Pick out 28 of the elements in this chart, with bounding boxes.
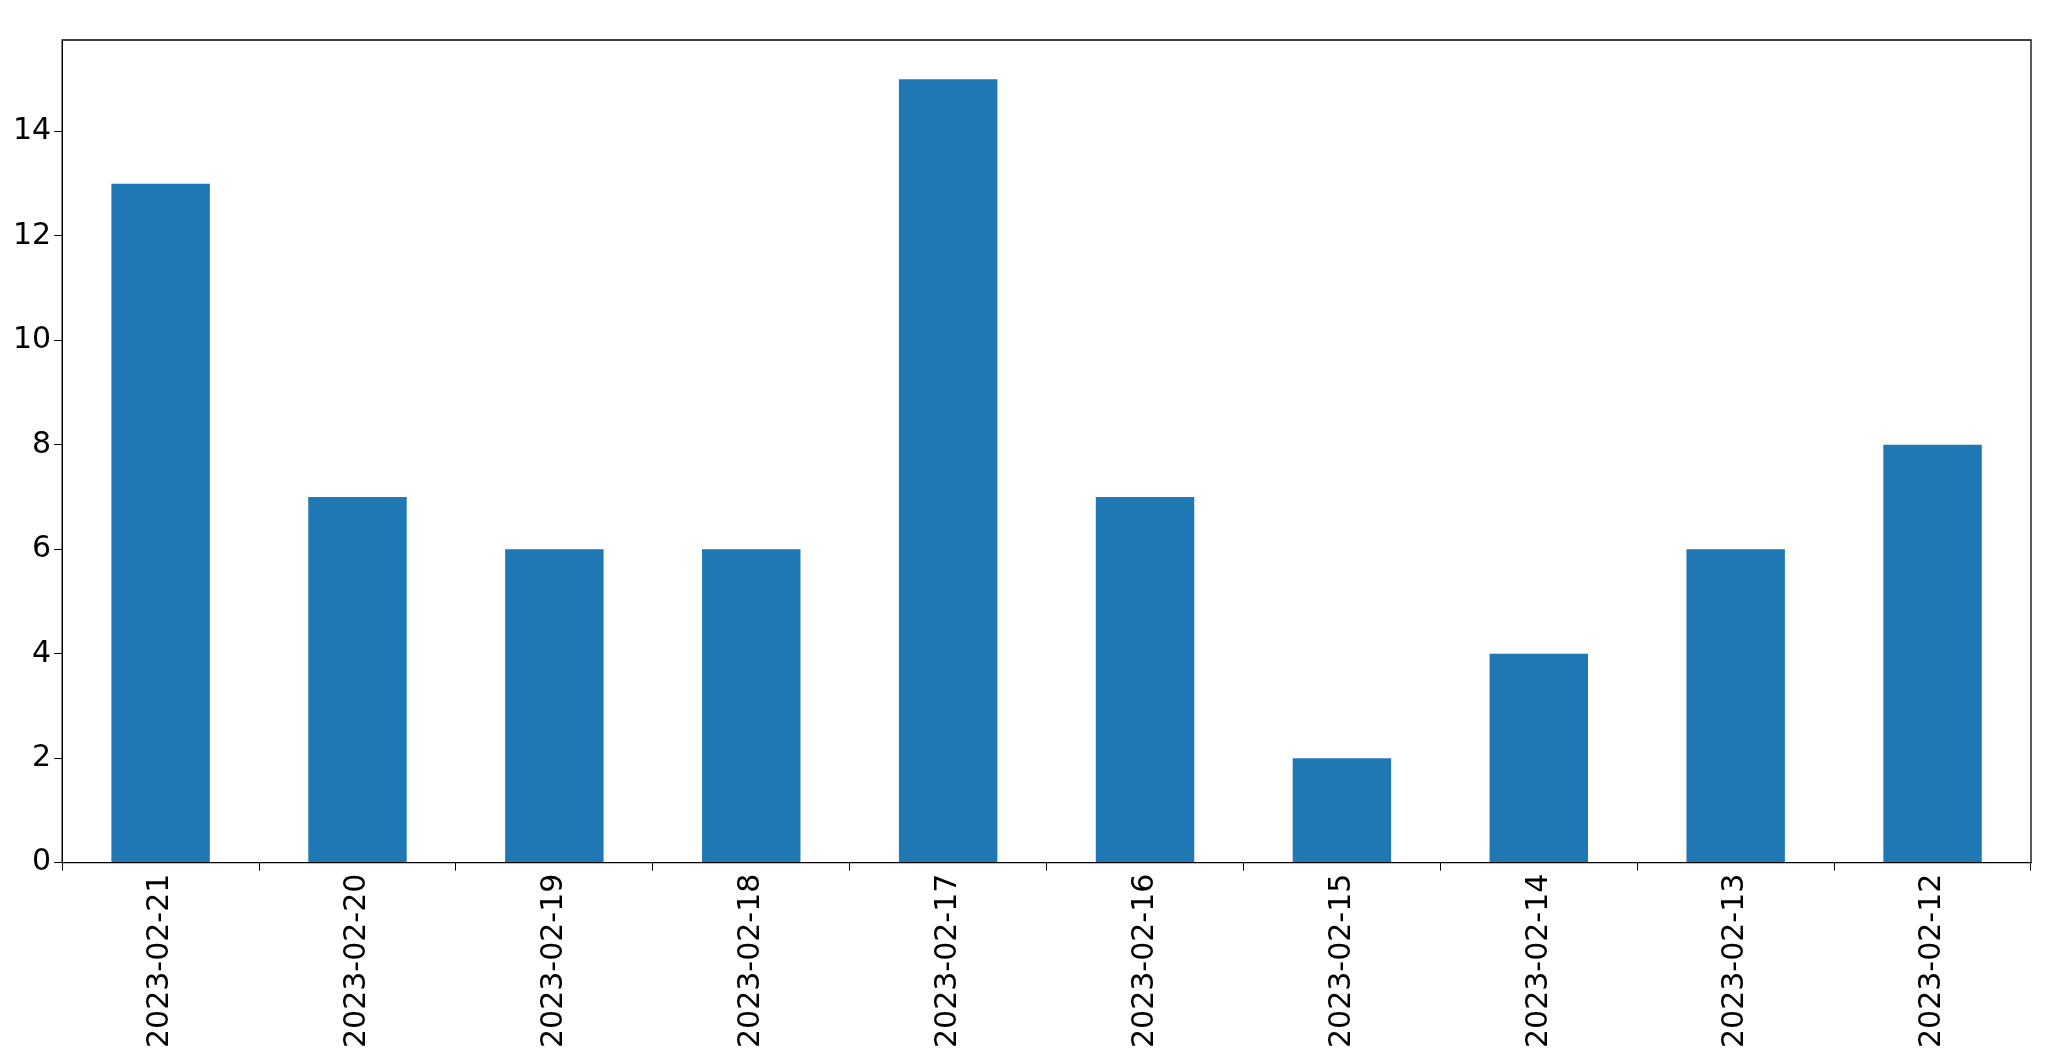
x-tick-label: 2023-02-20 <box>337 873 373 1049</box>
y-tick-label: 4 <box>32 633 52 669</box>
y-tick-label: 12 <box>12 215 52 251</box>
bar <box>111 183 210 863</box>
bar <box>1686 549 1785 863</box>
x-tick-label: 2023-02-12 <box>1912 873 1948 1049</box>
bar <box>1095 497 1195 863</box>
x-tick-label: 2023-02-13 <box>1715 873 1751 1049</box>
x-tick-label: 2023-02-14 <box>1518 873 1554 1049</box>
y-tick-label: 0 <box>32 842 52 878</box>
y-tick-label: 10 <box>12 320 52 356</box>
bar <box>505 549 604 863</box>
bar <box>1883 444 1982 863</box>
bar <box>702 549 801 863</box>
x-tick-label: 2023-02-16 <box>1124 873 1160 1049</box>
x-tick-label: 2023-02-15 <box>1321 873 1357 1049</box>
x-tick-label: 2023-02-17 <box>927 873 963 1049</box>
y-tick-label: 6 <box>32 529 52 565</box>
bar <box>1489 653 1589 863</box>
y-tick-label: 14 <box>12 111 52 147</box>
x-tick-label: 2023-02-21 <box>140 873 176 1049</box>
bar <box>1292 758 1392 863</box>
bar <box>308 497 407 863</box>
y-tick-label: 8 <box>32 424 52 460</box>
bar <box>898 79 998 863</box>
x-tick-label: 2023-02-18 <box>731 873 767 1049</box>
y-tick-label: 2 <box>32 737 52 773</box>
x-tick-label: 2023-02-19 <box>534 873 570 1049</box>
